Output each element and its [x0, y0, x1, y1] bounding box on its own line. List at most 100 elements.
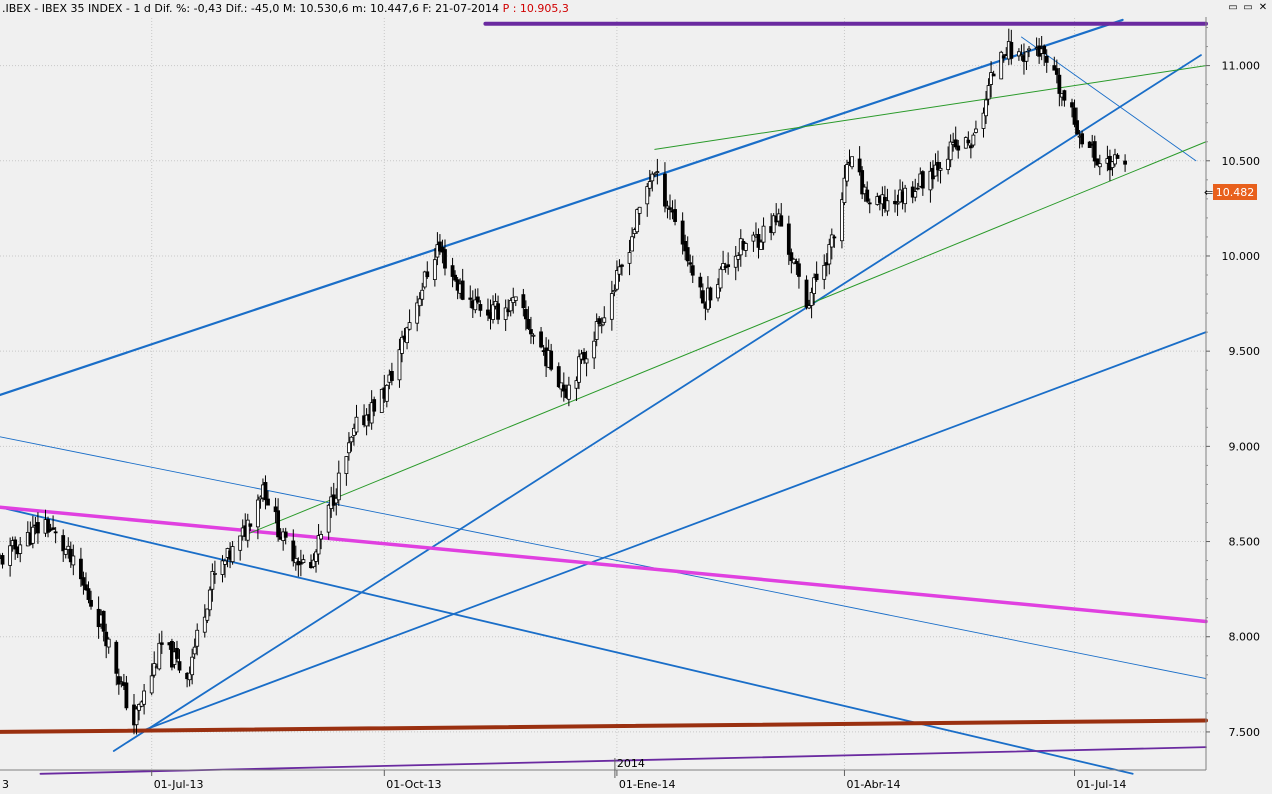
candle-body [708, 287, 713, 301]
candle-body [422, 271, 427, 288]
candle-body [311, 559, 316, 568]
x-edge-label: 3 [2, 778, 9, 790]
candle-body [612, 290, 617, 293]
candle-body [397, 349, 402, 381]
candle-body [137, 704, 141, 711]
minimize-icon[interactable]: ▭ [1228, 2, 1238, 13]
candle-body [521, 294, 526, 309]
candle-body [526, 318, 531, 329]
candle-body [478, 304, 483, 311]
trendline [0, 436, 1207, 680]
candle-body [936, 161, 940, 171]
candle-body [175, 647, 179, 659]
close-icon[interactable]: ✕ [1258, 2, 1268, 13]
candle-body [685, 247, 690, 262]
y-tick-label: 8.000 [1229, 631, 1261, 644]
candle-body [635, 209, 640, 233]
restore-icon[interactable]: ▭ [1243, 2, 1253, 13]
candle-body [822, 264, 827, 280]
candle-body [630, 236, 634, 252]
candle-body [301, 559, 306, 563]
trendline [39, 746, 1207, 775]
candle-body [513, 296, 518, 301]
candle-body [134, 708, 139, 726]
candle-body [1113, 154, 1117, 165]
candle-body [650, 173, 655, 182]
candle-body [460, 280, 465, 300]
candle-body [51, 527, 55, 530]
candle-body [293, 558, 298, 564]
candle-body [79, 558, 83, 580]
candle-body [556, 366, 561, 388]
candle-body [36, 522, 40, 534]
candle-body [298, 561, 303, 565]
candle-body [13, 539, 18, 550]
y-axis: 11.000 10.500 10.000 9.500 9.000 8.500 8.000 7.… [1206, 27, 1261, 739]
candle-body [347, 442, 351, 454]
dif-value: Dif.: -45,0 [225, 2, 280, 15]
candle-body [599, 324, 604, 327]
candle-body [566, 384, 571, 400]
candle-body [443, 249, 447, 269]
candle-body [84, 584, 88, 591]
candle-body [991, 73, 996, 77]
candle-body [832, 236, 837, 239]
x-tick-label: 01-Jul-13 [154, 778, 204, 790]
candle-body [473, 299, 478, 311]
candle-body [101, 610, 106, 632]
candle-body [609, 293, 614, 320]
candle-body [986, 85, 991, 100]
price-tag-arrow: ⇐ [1204, 186, 1213, 199]
trendline [0, 506, 1134, 775]
date-value: F: 21-07-2014 [422, 2, 500, 15]
candle-body [1019, 54, 1024, 57]
candle-body [61, 535, 66, 552]
y-tick-label: 11.000 [1222, 60, 1261, 73]
candle-body [400, 336, 404, 354]
candle-body [620, 264, 624, 267]
candle-body [205, 608, 210, 621]
candle-body [291, 540, 296, 562]
candle-body [615, 270, 619, 290]
candle-body [316, 535, 321, 555]
x-tick-label: 01-Oct-13 [386, 778, 441, 790]
candle-body [86, 588, 91, 600]
candle-body [751, 234, 756, 242]
candle-body [314, 551, 318, 562]
candle-body [673, 209, 677, 222]
candle-body [223, 560, 227, 565]
candle-body [584, 358, 589, 364]
candle-body [336, 472, 341, 501]
candle-body [142, 690, 147, 705]
trendline [112, 54, 1202, 752]
instrument-title: .IBEX - IBEX 35 INDEX - 1 d [2, 2, 151, 15]
candle-body [407, 322, 412, 330]
candle-body [523, 309, 528, 320]
candle-body [789, 252, 794, 262]
candle-body [953, 139, 958, 148]
candle-body [786, 223, 791, 255]
candle-body [893, 200, 897, 205]
candle-body [637, 206, 642, 214]
candle-body [124, 682, 129, 709]
candle-body [549, 350, 554, 370]
candle-body [807, 305, 811, 309]
candle-body [797, 263, 801, 277]
candle-body [195, 629, 200, 647]
candle-body [933, 164, 938, 177]
y-tick-label: 8.500 [1229, 536, 1261, 549]
price-tag: ⇐ 10.482 [1204, 184, 1257, 200]
candle-body [453, 274, 457, 281]
candle-body [842, 177, 847, 204]
candle-body [432, 259, 437, 280]
trendline [0, 18, 1124, 397]
candle-body [190, 656, 195, 676]
trendline [0, 718, 1208, 734]
x-tick-label: 01-Ene-14 [619, 778, 676, 790]
candle-body [213, 573, 217, 575]
candle-body [220, 560, 225, 575]
candle-body [971, 134, 976, 146]
candle-body [438, 241, 442, 252]
